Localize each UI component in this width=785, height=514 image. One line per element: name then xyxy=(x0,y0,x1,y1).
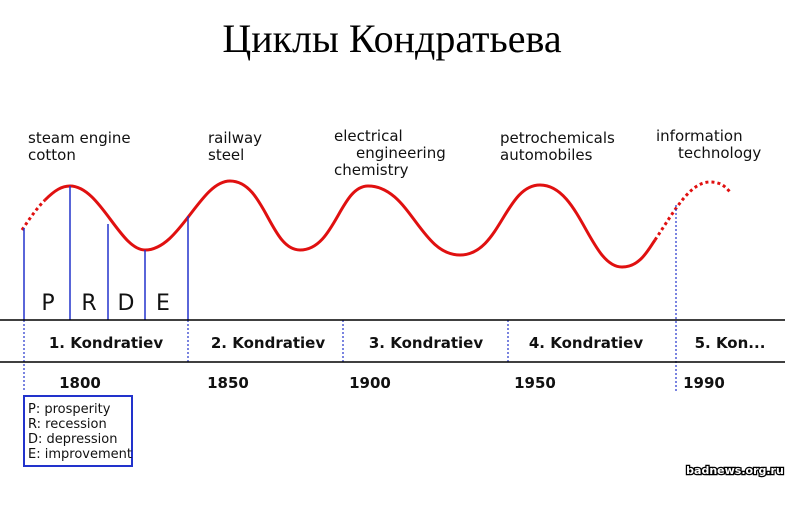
phase-letter: D xyxy=(118,291,135,316)
innovation-label: technology xyxy=(678,144,761,162)
innovation-label: steam engine xyxy=(28,129,131,147)
legend-entry: E: improvement xyxy=(28,447,132,462)
legend-entry: R: recession xyxy=(28,417,107,432)
phase-lines xyxy=(23,186,189,320)
title: Циклы Кондратьева xyxy=(222,16,562,61)
innovation-label: electrical xyxy=(334,127,403,145)
year-label: 1900 xyxy=(349,374,391,392)
cycle-label: 1. Kondratiev xyxy=(49,334,163,352)
innovation-label: railway xyxy=(208,129,262,147)
innovation-label: steel xyxy=(208,146,244,164)
legend-box xyxy=(23,395,133,467)
phase-letter: E xyxy=(156,291,170,316)
legend-entry: P: prosperity xyxy=(28,402,111,417)
wave-dotted xyxy=(20,180,732,241)
cycle-dividers xyxy=(23,205,677,392)
watermark: badnews.org.ru xyxy=(686,464,784,477)
innovation-label: chemistry xyxy=(334,161,409,179)
phase-letter: P xyxy=(41,291,54,316)
phase-letter: R xyxy=(81,291,96,316)
year-label: 1950 xyxy=(514,374,556,392)
innovation-label: information xyxy=(656,127,743,145)
cycle-label: 3. Kondratiev xyxy=(369,334,483,352)
innovation-label: petrochemicals xyxy=(500,129,615,147)
innovation-label: engineering xyxy=(356,144,446,162)
wave xyxy=(43,179,657,269)
year-label: 1850 xyxy=(207,374,249,392)
year-label: 1800 xyxy=(59,374,101,392)
innovation-label: automobiles xyxy=(500,146,593,164)
innovation-label: cotton xyxy=(28,146,76,164)
cycle-label: 4. Kondratiev xyxy=(529,334,643,352)
cycle-label: 5. Kon... xyxy=(695,334,766,352)
legend-entry: D: depression xyxy=(28,432,117,447)
year-label: 1990 xyxy=(683,374,725,392)
cycle-label: 2. Kondratiev xyxy=(211,334,325,352)
